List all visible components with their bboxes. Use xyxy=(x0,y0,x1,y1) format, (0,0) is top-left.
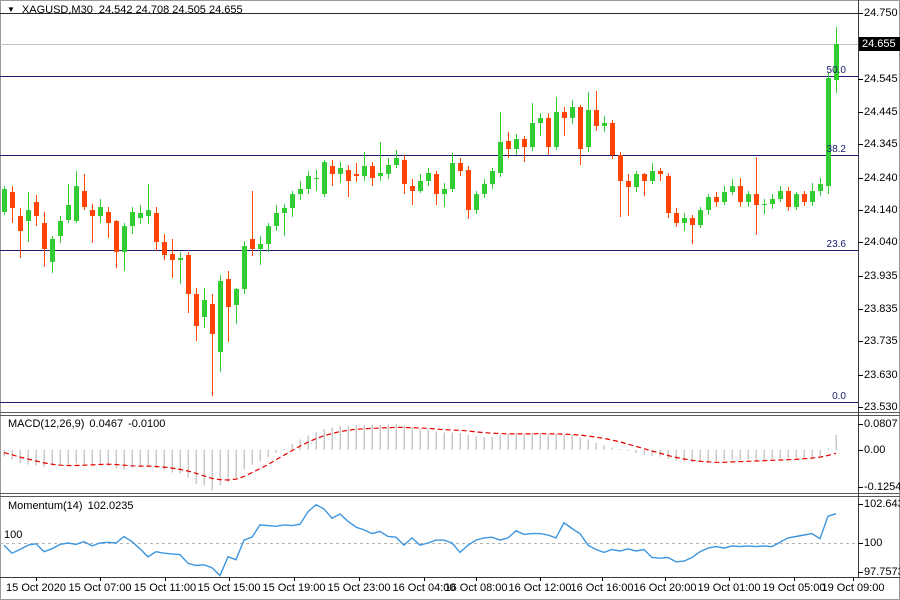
price-axis[interactable] xyxy=(858,0,900,577)
time-axis[interactable] xyxy=(0,578,900,600)
